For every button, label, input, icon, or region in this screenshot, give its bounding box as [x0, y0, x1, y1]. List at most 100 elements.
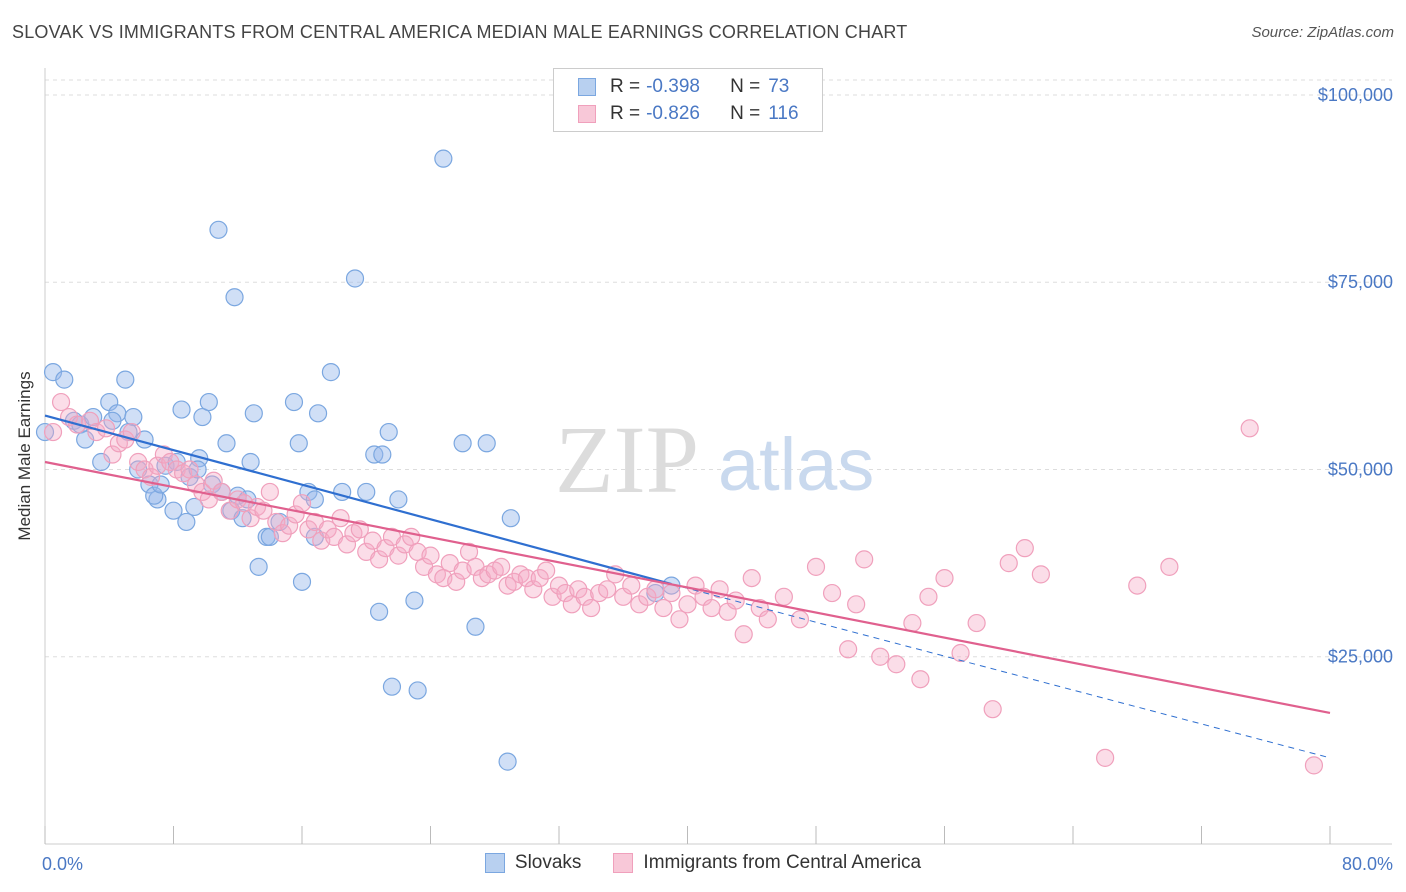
point-immigrants: [459, 542, 479, 561]
legend-swatch-slovaks: [578, 78, 596, 96]
legend-n-label: N =: [730, 103, 761, 124]
axes: [44, 68, 1392, 845]
point-immigrants: [530, 568, 549, 588]
y-tick-label: $25,000: [1328, 647, 1393, 667]
point-immigrants: [654, 598, 673, 618]
point-immigrants: [598, 580, 617, 599]
point-immigrants: [911, 670, 930, 689]
legend-item-immigrants[interactable]: Immigrants from Central America: [613, 852, 921, 874]
legend-label-slovaks: Slovaks: [514, 852, 582, 873]
point-slovaks: [321, 363, 341, 382]
point-slovaks: [379, 422, 398, 442]
tick-labels: $25,000 $50,000 $75,000 $100,000 0.0% 80.0%: [42, 85, 1393, 874]
point-immigrants: [180, 460, 199, 479]
point-immigrants: [662, 583, 681, 603]
chart-title: SLOVAK VS IMMIGRANTS FROM CENTRAL AMERIC…: [12, 22, 908, 42]
point-immigrants: [154, 445, 173, 464]
point-slovaks: [164, 501, 183, 520]
point-immigrants: [389, 546, 408, 565]
point-slovaks: [289, 434, 308, 453]
point-slovaks: [225, 288, 244, 307]
point-slovaks: [405, 591, 424, 610]
point-slovaks: [501, 509, 520, 528]
y-tick-label: $75,000: [1328, 272, 1393, 292]
point-immigrants: [1031, 565, 1050, 584]
point-immigrants: [758, 610, 777, 629]
chart-source: Source: ZipAtlas.com: [1251, 24, 1394, 41]
point-slovaks: [249, 557, 268, 576]
point-immigrants: [569, 580, 588, 599]
point-immigrants: [999, 554, 1018, 573]
point-immigrants: [280, 516, 299, 535]
point-immigrants: [421, 546, 440, 565]
point-immigrants: [80, 411, 100, 430]
legend-row-immigrants: R = -0.826 N = 116: [578, 102, 799, 126]
point-immigrants: [161, 452, 180, 472]
point-immigrants: [575, 587, 594, 606]
legend-swatch-immigrants: [578, 105, 596, 123]
data-points: [35, 149, 1324, 775]
point-slovaks: [292, 572, 312, 591]
point-immigrants: [51, 392, 71, 412]
point-slovaks: [382, 677, 402, 696]
point-immigrants: [622, 576, 641, 595]
point-immigrants: [273, 524, 292, 543]
point-slovaks: [145, 486, 164, 505]
point-immigrants: [822, 583, 842, 603]
point-immigrants: [919, 587, 938, 606]
point-slovaks: [177, 512, 196, 532]
point-immigrants: [260, 482, 279, 502]
point-immigrants: [670, 610, 689, 629]
legend-r-label: R =: [610, 76, 641, 97]
legend-item-slovaks[interactable]: Slovaks: [484, 852, 582, 874]
point-immigrants: [774, 587, 793, 606]
watermark: ZIP atlas: [555, 406, 874, 513]
point-slovaks: [103, 411, 122, 430]
point-immigrants: [524, 580, 543, 599]
legend-r-value: -0.398: [646, 76, 700, 97]
legend-row-slovaks: R = -0.398 N = 73: [578, 75, 789, 99]
point-immigrants: [1015, 539, 1034, 558]
point-slovaks: [453, 434, 472, 453]
trend-line-slovaks: [44, 414, 672, 586]
point-slovaks: [284, 392, 304, 412]
point-immigrants: [122, 422, 141, 442]
point-slovaks: [389, 490, 408, 509]
point-immigrants: [549, 576, 569, 595]
point-immigrants: [492, 557, 511, 576]
point-immigrants: [702, 598, 721, 618]
point-immigrants: [871, 647, 890, 666]
point-immigrants: [299, 520, 318, 539]
point-slovaks: [244, 404, 263, 423]
point-slovaks: [308, 404, 328, 423]
point-immigrants: [447, 572, 466, 591]
point-immigrants: [43, 422, 63, 442]
point-slovaks: [357, 482, 376, 502]
legend-n-value: 73: [768, 76, 790, 97]
point-slovaks: [345, 269, 365, 288]
point-immigrants: [887, 655, 906, 674]
point-slovaks: [193, 407, 212, 427]
legend-r-value: -0.826: [646, 103, 700, 124]
point-immigrants: [517, 568, 536, 588]
point-slovaks: [466, 617, 485, 636]
watermark-zip: ZIP: [555, 406, 699, 513]
point-immigrants: [951, 643, 970, 663]
point-immigrants: [337, 535, 357, 554]
point-immigrants: [734, 625, 753, 644]
legend-label-immigrants: Immigrants from Central America: [643, 852, 922, 873]
point-immigrants: [983, 700, 1002, 719]
point-immigrants: [1160, 557, 1179, 576]
point-slovaks: [209, 220, 228, 239]
legend-correlation: R = -0.398 N = 73 R = -0.826 N = 116: [553, 68, 823, 132]
point-slovaks: [477, 434, 496, 453]
x-tick-label: 80.0%: [1342, 854, 1393, 874]
point-slovaks: [172, 400, 191, 419]
point-immigrants: [292, 494, 312, 513]
point-immigrants: [839, 640, 858, 659]
point-slovaks: [370, 602, 389, 621]
point-immigrants: [103, 445, 122, 464]
point-slovaks: [124, 407, 143, 427]
y-axis-label: Median Male Earnings: [15, 371, 34, 540]
legend-n-value: 116: [768, 103, 799, 124]
